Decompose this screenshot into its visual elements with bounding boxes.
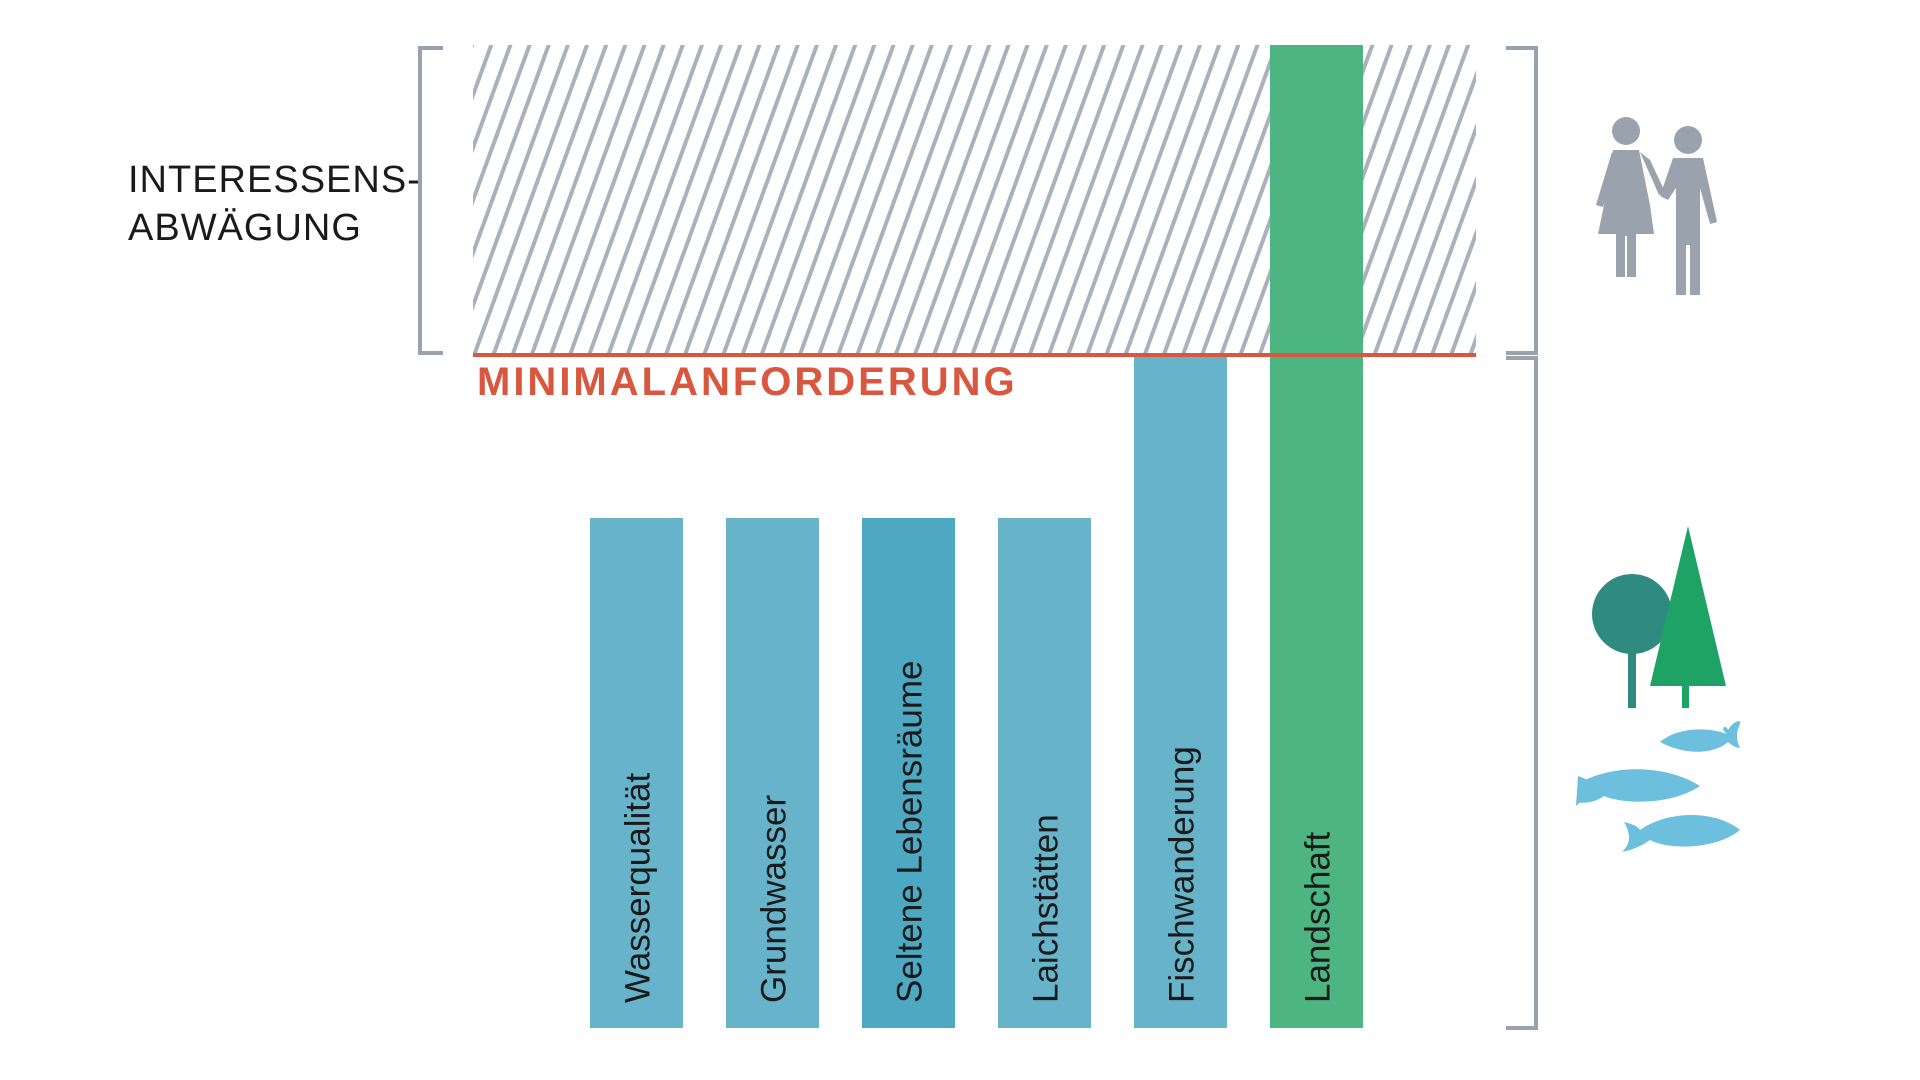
bar-grundwasser <box>726 518 819 1028</box>
bar-wasserqualität <box>590 518 683 1028</box>
fish-icon <box>1576 769 1700 806</box>
bar-label: Landschaft <box>1299 831 1338 1003</box>
interest-balancing-line1: INTERESSENS- <box>128 159 421 201</box>
minimum-requirement-label: MINIMALANFORDERUNG <box>477 360 1018 404</box>
bar-label: Wasserqualität <box>619 773 658 1003</box>
fish-icon <box>1660 721 1741 752</box>
bar-label: Seltene Lebensräume <box>891 661 930 1003</box>
interest-balancing-label: INTERESSENS- ABWÄGUNG <box>128 156 421 252</box>
bar-fischwanderung <box>1134 357 1227 1028</box>
interest-balancing-line2: ABWÄGUNG <box>128 207 362 249</box>
bar-landschaft <box>1270 45 1363 1028</box>
bar-label: Laichstätten <box>1027 814 1066 1003</box>
right-bracket-top <box>1506 46 1538 355</box>
left-bracket <box>418 46 443 355</box>
bars-group: Wasserqualität Grundwasser Seltene Lebensr… <box>590 45 1363 1028</box>
fish-icon <box>1622 815 1740 852</box>
trees-icon <box>1592 526 1726 708</box>
bar-seltene-lebensräume <box>862 518 955 1028</box>
bar-label: Fischwanderung <box>1163 746 1202 1003</box>
bar-label: Grundwasser <box>755 795 794 1003</box>
bar-laichstätten <box>998 518 1091 1028</box>
people-icon <box>1596 117 1717 295</box>
right-bracket-bottom <box>1506 356 1538 1030</box>
